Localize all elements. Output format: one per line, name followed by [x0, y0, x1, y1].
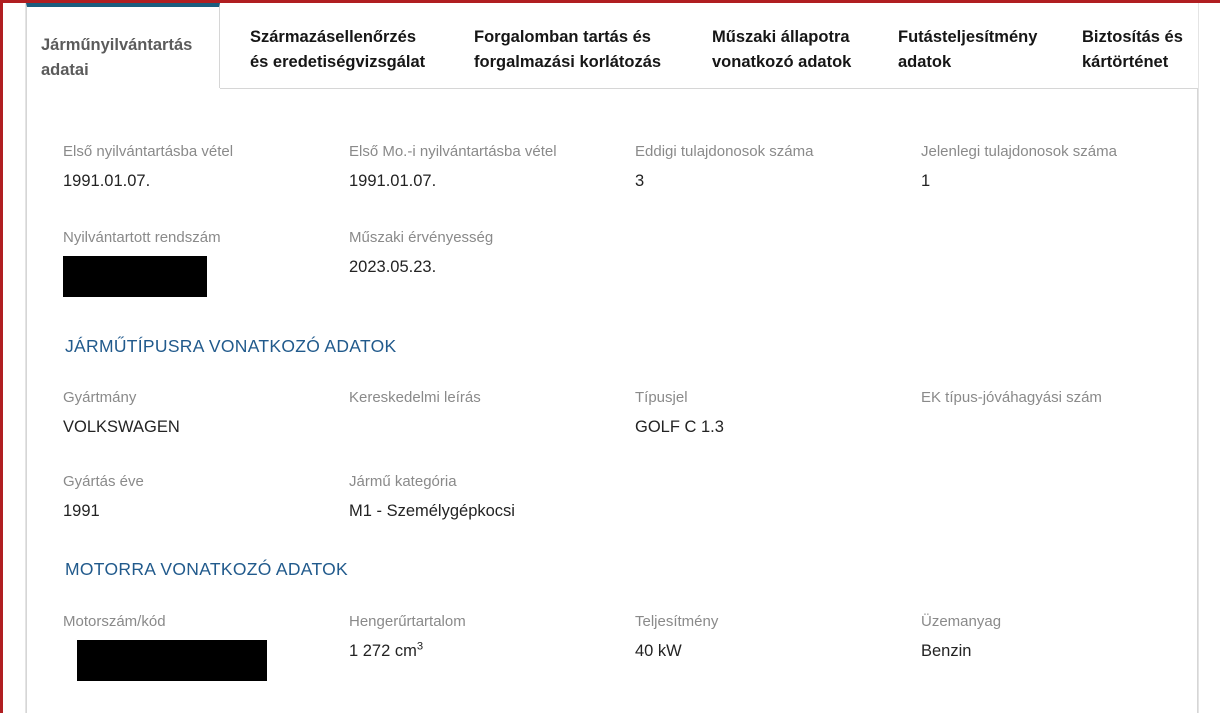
- field-power: Teljesítmény 40 kW: [635, 612, 921, 681]
- field-previous-owners: Eddigi tulajdonosok száma 3: [635, 142, 921, 192]
- field-empty-4: [921, 228, 1197, 297]
- field-value: 1991.01.07.: [349, 172, 437, 190]
- field-value: Benzin: [921, 642, 972, 660]
- field-value: 1991.01.07.: [63, 172, 151, 190]
- field-empty-6: [921, 472, 1197, 522]
- field-value: 40 kW: [635, 642, 682, 660]
- field-label: Gyártmány: [63, 389, 137, 406]
- field-label: Teljesítmény: [635, 613, 719, 630]
- displacement-number: 1 272 cm: [349, 642, 417, 660]
- field-manufacture-year: Gyártás éve 1991: [63, 472, 349, 522]
- field-label: EK típus-jóváhagyási szám: [921, 389, 1102, 406]
- tab-futasteljesitmeny[interactable]: Futásteljesítmény adatok: [884, 3, 1060, 75]
- active-tab-panel-join: [27, 88, 220, 90]
- section-heading-vehicle-type: JÁRMŰTÍPUSRA VONATKOZÓ ADATOK: [65, 336, 397, 356]
- field-label: Kereskedelmi leírás: [349, 389, 481, 406]
- field-label: Motorszám/kód: [63, 613, 166, 630]
- field-label: Nyilvántartott rendszám: [63, 229, 221, 246]
- field-label: Hengerűrtartalom: [349, 613, 466, 630]
- field-label: Típusjel: [635, 389, 688, 406]
- field-value: M1 - Személygépkocsi: [349, 502, 515, 520]
- section-heading-engine: MOTORRA VONATKOZÓ ADATOK: [65, 559, 349, 579]
- field-value: GOLF C 1.3: [635, 418, 724, 436]
- field-value: 3: [635, 172, 645, 190]
- redaction-box-engine-number: [77, 640, 267, 681]
- vehicle-type-row-2: Gyártás éve 1991 Jármű kategória M1 - Sz…: [63, 472, 1197, 522]
- field-inspection-validity: Műszaki érvényesség 2023.05.23.: [349, 228, 635, 297]
- tab-muszaki-allapot[interactable]: Műszaki állapotra vonatkozó adatok: [698, 3, 874, 75]
- field-fuel: Üzemanyag Benzin: [921, 612, 1197, 681]
- field-displacement: Hengerűrtartalom 1 272 cm3: [349, 612, 635, 681]
- field-label: Üzemanyag: [921, 613, 1002, 630]
- redaction-box-plate: [63, 256, 207, 297]
- engine-row-1: Motorszám/kód Hengerűrtartalom 1 272 cm3…: [63, 612, 1197, 681]
- field-commercial-description: Kereskedelmi leírás: [349, 388, 635, 438]
- field-engine-number: Motorszám/kód: [63, 612, 349, 681]
- field-label: Műszaki érvényesség: [349, 229, 494, 246]
- displacement-unit-exponent: 3: [416, 640, 424, 653]
- field-value: 2023.05.23.: [349, 258, 437, 276]
- registration-row-2: Nyilvántartott rendszám Műszaki érvényes…: [63, 228, 1197, 297]
- vehicle-type-row-1: Gyártmány VOLKSWAGEN Kereskedelmi leírás…: [63, 388, 1197, 438]
- field-label: Jármű kategória: [349, 473, 457, 490]
- field-plate-number: Nyilvántartott rendszám: [63, 228, 349, 297]
- tab-panel-jarmunyilvantartas: Első nyilvántartásba vétel 1991.01.07. E…: [26, 88, 1198, 713]
- field-value: 1991: [63, 502, 100, 520]
- field-label: Gyártás éve: [63, 473, 144, 490]
- field-vehicle-category: Jármű kategória M1 - Személygépkocsi: [349, 472, 635, 522]
- tab-biztositas-kartortenet[interactable]: Biztosítás és kártörténet: [1068, 3, 1206, 75]
- field-value: 1: [921, 172, 931, 190]
- field-value-redacted: [63, 256, 337, 297]
- field-label: Első nyilvántartásba vétel: [63, 143, 234, 160]
- field-current-owners: Jelenlegi tulajdonosok száma 1: [921, 142, 1197, 192]
- field-label: Első Mo.-i nyilvántartásba vétel: [349, 143, 557, 160]
- tab-szarmazasellenorzes[interactable]: Származásellenőrzés és eredetiségvizsgál…: [236, 3, 448, 75]
- field-make: Gyártmány VOLKSWAGEN: [63, 388, 349, 438]
- field-empty-5: [635, 472, 921, 522]
- field-value: 1 272 cm3: [349, 640, 623, 662]
- field-label: Eddigi tulajdonosok száma: [635, 143, 814, 160]
- browser-top-edge: [0, 0, 1220, 3]
- page-left-rule: [25, 3, 26, 713]
- field-empty-3: [635, 228, 921, 297]
- browser-left-edge: [0, 0, 3, 713]
- field-type-code: Típusjel GOLF C 1.3: [635, 388, 921, 438]
- registration-row-1: Első nyilvántartásba vétel 1991.01.07. E…: [63, 142, 1197, 192]
- field-ec-approval-number: EK típus-jóváhagyási szám: [921, 388, 1197, 438]
- field-first-hu-registration: Első Mo.-i nyilvántartásba vétel 1991.01…: [349, 142, 635, 192]
- tab-bar: Járműnyilvántartás adatai Származásellen…: [26, 3, 1198, 90]
- field-value: [921, 416, 1195, 438]
- tab-forgalomban-tartas[interactable]: Forgalomban tartás és forgalmazási korlá…: [460, 3, 682, 75]
- tab-jarmunyilvantartas-adatai[interactable]: Járműnyilvántartás adatai: [26, 3, 220, 90]
- page-right-rule: [1198, 3, 1199, 713]
- field-value: [349, 416, 623, 438]
- field-value-redacted: [63, 640, 337, 681]
- field-value: VOLKSWAGEN: [63, 418, 180, 436]
- field-label: Jelenlegi tulajdonosok száma: [921, 143, 1117, 160]
- field-first-registration: Első nyilvántartásba vétel 1991.01.07.: [63, 142, 349, 192]
